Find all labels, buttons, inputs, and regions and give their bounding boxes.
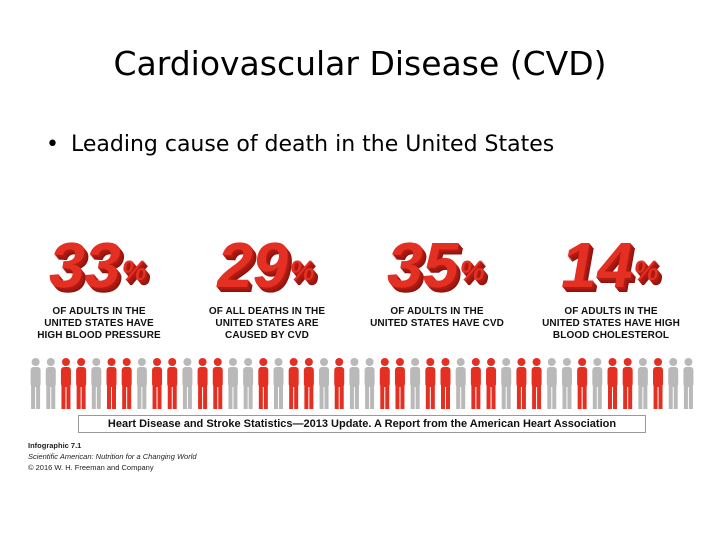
stat-number: 14% — [555, 229, 662, 301]
person-icon — [167, 358, 178, 409]
slide-title: Cardiovascular Disease (CVD) — [113, 44, 607, 83]
infographic-credit: Infographic 7.1 Scientific American: Nut… — [28, 441, 197, 472]
person-icon — [60, 358, 71, 409]
person-icon — [258, 358, 269, 409]
person-icon — [592, 358, 603, 409]
person-icon — [273, 358, 284, 409]
person-icon — [45, 358, 56, 409]
stat-description: OF ALL DEATHS IN THE UNITED STATES ARE C… — [208, 306, 326, 341]
person-icon — [531, 358, 542, 409]
person-icon — [637, 358, 648, 409]
person-icon — [546, 358, 557, 409]
person-icon — [136, 358, 147, 409]
person-icon — [303, 358, 314, 409]
person-icon — [106, 358, 117, 409]
person-icon — [182, 358, 193, 409]
person-icon — [152, 358, 163, 409]
person-icon — [394, 358, 405, 409]
source-citation: Heart Disease and Stroke Statistics—2013… — [78, 415, 646, 433]
person-icon — [653, 358, 664, 409]
person-icon — [486, 358, 497, 409]
stat-deaths-cvd: 29% OF ALL DEATHS IN THE UNITED STATES A… — [192, 229, 342, 342]
person-icon — [349, 358, 360, 409]
people-silhouettes-graphic — [30, 358, 694, 409]
person-icon — [516, 358, 527, 409]
stat-number: 29% — [211, 229, 318, 301]
person-icon — [470, 358, 481, 409]
person-icon — [410, 358, 421, 409]
person-icon — [197, 358, 208, 409]
person-icon — [334, 358, 345, 409]
bullet-symbol: • — [46, 132, 59, 157]
person-icon — [379, 358, 390, 409]
person-icon — [607, 358, 618, 409]
stat-high-cholesterol: 14% OF ADULTS IN THE UNITED STATES HAVE … — [536, 229, 686, 342]
person-icon — [30, 358, 41, 409]
person-icon — [91, 358, 102, 409]
person-icon — [622, 358, 633, 409]
person-icon — [212, 358, 223, 409]
bullet-item: • Leading cause of death in the United St… — [46, 132, 554, 157]
person-icon — [683, 358, 694, 409]
person-icon — [288, 358, 299, 409]
stat-description: OF ADULTS IN THE UNITED STATES HAVE HIGH… — [542, 306, 680, 341]
person-icon — [440, 358, 451, 409]
stat-high-blood-pressure: 33% OF ADULTS IN THE UNITED STATES HAVE … — [24, 229, 174, 342]
stat-number: 33% — [43, 229, 150, 301]
person-icon — [425, 358, 436, 409]
person-icon — [243, 358, 254, 409]
person-icon — [364, 358, 375, 409]
person-icon — [319, 358, 330, 409]
bullet-text: Leading cause of death in the United Sta… — [70, 132, 555, 157]
stat-description: OF ADULTS IN THE UNITED STATES HAVE HIGH… — [37, 306, 161, 341]
person-icon — [121, 358, 132, 409]
person-icon — [668, 358, 679, 409]
person-icon — [577, 358, 588, 409]
person-icon — [76, 358, 87, 409]
person-icon — [455, 358, 466, 409]
stat-description: OF ADULTS IN THE UNITED STATES HAVE CVD — [370, 306, 504, 329]
stat-adults-cvd: 35% OF ADULTS IN THE UNITED STATES HAVE … — [362, 229, 512, 330]
stat-number: 35% — [381, 229, 488, 301]
person-icon — [561, 358, 572, 409]
person-icon — [501, 358, 512, 409]
person-icon — [227, 358, 238, 409]
